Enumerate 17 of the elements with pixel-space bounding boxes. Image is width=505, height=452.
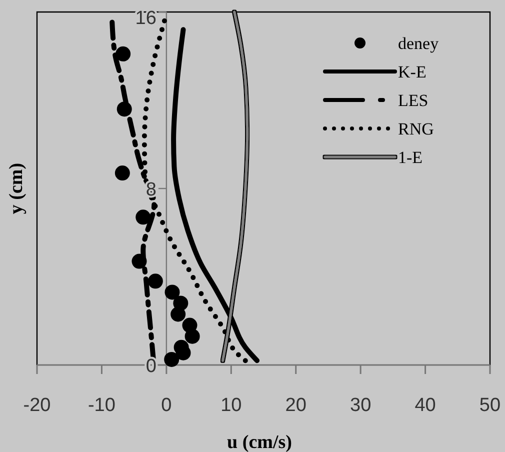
y-tick-label: 16: [135, 8, 156, 29]
x-tick-label: -20: [23, 395, 51, 416]
legend-label: 1-E: [398, 148, 423, 167]
x-tick-label: 30: [350, 395, 372, 416]
legend-label: RNG: [398, 120, 434, 138]
x-tick-label: -10: [88, 395, 116, 416]
legend-label: LES: [398, 91, 428, 110]
y-tick-label: 0: [146, 356, 156, 377]
x-tick-label: 0: [161, 395, 172, 416]
x-axis-title: u (cm/s): [227, 432, 292, 452]
x-tick-label: 40: [414, 395, 436, 416]
x-tick-label: 10: [220, 395, 242, 416]
x-tick-label: 20: [285, 395, 306, 416]
x-tick-label: 50: [479, 395, 501, 416]
legend-label: deney: [398, 34, 440, 53]
y-axis-title: y (cm): [6, 162, 27, 214]
legend-label: K-E: [398, 62, 426, 82]
